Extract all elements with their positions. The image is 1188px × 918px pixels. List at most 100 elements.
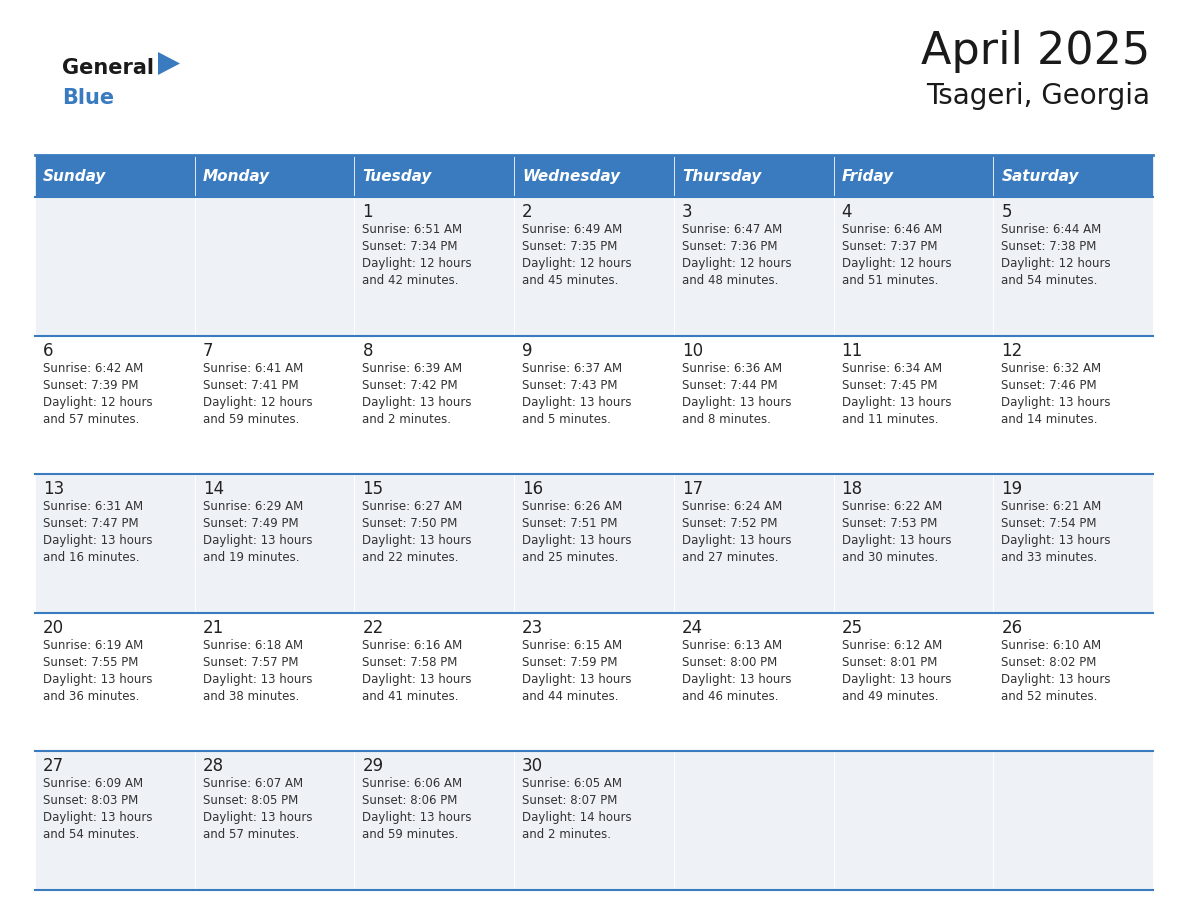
Text: Sunset: 7:39 PM: Sunset: 7:39 PM — [43, 378, 139, 392]
Bar — [354, 613, 514, 752]
Text: 3: 3 — [682, 203, 693, 221]
Text: Sunset: 8:07 PM: Sunset: 8:07 PM — [523, 794, 618, 808]
Bar — [34, 197, 195, 336]
Bar — [674, 613, 834, 752]
Text: Daylight: 12 hours: Daylight: 12 hours — [682, 257, 791, 270]
Text: Monday: Monday — [203, 169, 270, 184]
Text: 14: 14 — [203, 480, 223, 498]
Text: Sunrise: 6:15 AM: Sunrise: 6:15 AM — [523, 639, 623, 652]
Text: Sunset: 7:37 PM: Sunset: 7:37 PM — [841, 240, 937, 253]
Text: Sunrise: 6:27 AM: Sunrise: 6:27 AM — [362, 500, 462, 513]
Bar — [34, 475, 195, 613]
Text: 9: 9 — [523, 341, 532, 360]
Bar — [354, 336, 514, 475]
Text: Sunrise: 6:05 AM: Sunrise: 6:05 AM — [523, 778, 623, 790]
Text: and 36 minutes.: and 36 minutes. — [43, 689, 139, 703]
Text: and 57 minutes.: and 57 minutes. — [203, 828, 299, 842]
Text: Sunset: 7:36 PM: Sunset: 7:36 PM — [682, 240, 777, 253]
Text: Sunrise: 6:32 AM: Sunrise: 6:32 AM — [1001, 362, 1101, 375]
Text: Sunset: 7:53 PM: Sunset: 7:53 PM — [841, 517, 937, 531]
Text: Sunset: 7:59 PM: Sunset: 7:59 PM — [523, 655, 618, 669]
Bar — [34, 752, 195, 890]
Text: 30: 30 — [523, 757, 543, 776]
Bar — [354, 197, 514, 336]
Bar — [195, 475, 354, 613]
Text: and 49 minutes.: and 49 minutes. — [841, 689, 939, 703]
Text: Daylight: 13 hours: Daylight: 13 hours — [682, 396, 791, 409]
Text: Sunset: 7:49 PM: Sunset: 7:49 PM — [203, 517, 298, 531]
Text: Sunrise: 6:46 AM: Sunrise: 6:46 AM — [841, 223, 942, 236]
Bar — [993, 752, 1154, 890]
Bar — [34, 155, 195, 197]
Text: and 25 minutes.: and 25 minutes. — [523, 551, 619, 565]
Text: Daylight: 14 hours: Daylight: 14 hours — [523, 812, 632, 824]
Text: Sunset: 7:42 PM: Sunset: 7:42 PM — [362, 378, 459, 392]
Text: Sunset: 8:01 PM: Sunset: 8:01 PM — [841, 655, 937, 669]
Bar — [354, 752, 514, 890]
Text: Daylight: 13 hours: Daylight: 13 hours — [682, 534, 791, 547]
Text: Daylight: 12 hours: Daylight: 12 hours — [43, 396, 152, 409]
Text: Sunrise: 6:16 AM: Sunrise: 6:16 AM — [362, 639, 462, 652]
Text: Thursday: Thursday — [682, 169, 762, 184]
Text: 24: 24 — [682, 619, 703, 637]
Text: and 57 minutes.: and 57 minutes. — [43, 412, 139, 426]
Text: Sunset: 7:38 PM: Sunset: 7:38 PM — [1001, 240, 1097, 253]
Text: and 5 minutes.: and 5 minutes. — [523, 412, 611, 426]
Text: Sunrise: 6:44 AM: Sunrise: 6:44 AM — [1001, 223, 1101, 236]
Text: Sunrise: 6:39 AM: Sunrise: 6:39 AM — [362, 362, 462, 375]
Text: Sunrise: 6:12 AM: Sunrise: 6:12 AM — [841, 639, 942, 652]
Text: Sunset: 7:34 PM: Sunset: 7:34 PM — [362, 240, 457, 253]
Text: Sunrise: 6:24 AM: Sunrise: 6:24 AM — [682, 500, 782, 513]
Bar — [514, 336, 674, 475]
Text: and 30 minutes.: and 30 minutes. — [841, 551, 937, 565]
Bar — [674, 475, 834, 613]
Text: Sunset: 8:02 PM: Sunset: 8:02 PM — [1001, 655, 1097, 669]
Text: Sunrise: 6:18 AM: Sunrise: 6:18 AM — [203, 639, 303, 652]
Text: Sunrise: 6:47 AM: Sunrise: 6:47 AM — [682, 223, 782, 236]
Text: Sunrise: 6:34 AM: Sunrise: 6:34 AM — [841, 362, 942, 375]
Text: and 46 minutes.: and 46 minutes. — [682, 689, 778, 703]
Text: 16: 16 — [523, 480, 543, 498]
Text: 20: 20 — [43, 619, 64, 637]
Text: and 48 minutes.: and 48 minutes. — [682, 274, 778, 287]
Bar — [674, 336, 834, 475]
Text: Daylight: 13 hours: Daylight: 13 hours — [43, 534, 152, 547]
Text: Sunrise: 6:21 AM: Sunrise: 6:21 AM — [1001, 500, 1101, 513]
Text: 22: 22 — [362, 619, 384, 637]
Text: Daylight: 12 hours: Daylight: 12 hours — [362, 257, 472, 270]
Text: Daylight: 13 hours: Daylight: 13 hours — [682, 673, 791, 686]
Text: Daylight: 13 hours: Daylight: 13 hours — [43, 812, 152, 824]
Bar — [993, 336, 1154, 475]
Text: Daylight: 12 hours: Daylight: 12 hours — [1001, 257, 1111, 270]
Text: Daylight: 13 hours: Daylight: 13 hours — [841, 534, 952, 547]
Text: Sunrise: 6:51 AM: Sunrise: 6:51 AM — [362, 223, 462, 236]
Text: and 54 minutes.: and 54 minutes. — [43, 828, 139, 842]
Text: and 2 minutes.: and 2 minutes. — [362, 412, 451, 426]
Text: Sunset: 7:47 PM: Sunset: 7:47 PM — [43, 517, 139, 531]
Text: Daylight: 13 hours: Daylight: 13 hours — [1001, 396, 1111, 409]
Text: Sunrise: 6:19 AM: Sunrise: 6:19 AM — [43, 639, 144, 652]
Text: Sunrise: 6:42 AM: Sunrise: 6:42 AM — [43, 362, 144, 375]
Text: and 33 minutes.: and 33 minutes. — [1001, 551, 1098, 565]
Text: Daylight: 13 hours: Daylight: 13 hours — [841, 673, 952, 686]
Bar — [834, 155, 993, 197]
Bar — [993, 155, 1154, 197]
Text: Sunset: 7:50 PM: Sunset: 7:50 PM — [362, 517, 457, 531]
Bar — [514, 752, 674, 890]
Text: Sunset: 7:52 PM: Sunset: 7:52 PM — [682, 517, 777, 531]
Text: Sunset: 7:41 PM: Sunset: 7:41 PM — [203, 378, 298, 392]
Text: and 54 minutes.: and 54 minutes. — [1001, 274, 1098, 287]
Text: 7: 7 — [203, 341, 213, 360]
Text: 29: 29 — [362, 757, 384, 776]
Bar — [834, 613, 993, 752]
Bar — [993, 613, 1154, 752]
Bar — [674, 752, 834, 890]
Text: Sunset: 7:44 PM: Sunset: 7:44 PM — [682, 378, 777, 392]
Bar — [834, 752, 993, 890]
Text: 6: 6 — [43, 341, 53, 360]
Text: Daylight: 13 hours: Daylight: 13 hours — [1001, 673, 1111, 686]
Text: Daylight: 13 hours: Daylight: 13 hours — [43, 673, 152, 686]
Text: and 16 minutes.: and 16 minutes. — [43, 551, 139, 565]
Text: 27: 27 — [43, 757, 64, 776]
Text: Sunset: 7:58 PM: Sunset: 7:58 PM — [362, 655, 457, 669]
